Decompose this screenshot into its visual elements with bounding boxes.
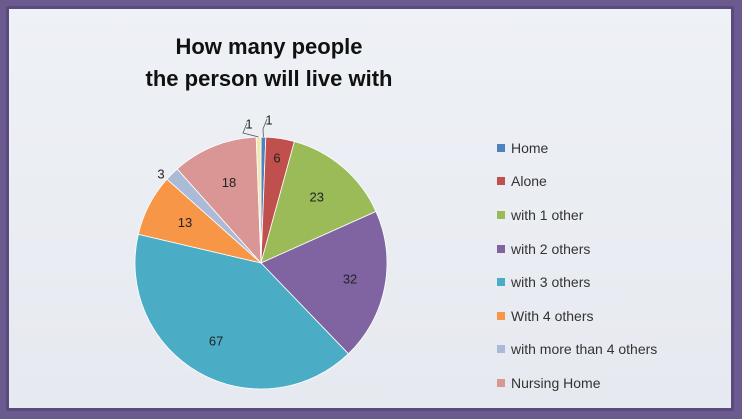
legend-label: With 4 others bbox=[511, 307, 594, 324]
pie-slice bbox=[260, 141, 377, 264]
pie-slice bbox=[255, 136, 262, 264]
data-label: 13 bbox=[178, 215, 192, 230]
leader-line bbox=[242, 122, 259, 138]
legend-label: with 2 others bbox=[511, 240, 591, 257]
data-label: 6 bbox=[273, 150, 280, 165]
legend-item: Nursing Home bbox=[497, 366, 657, 400]
legend-label: with 1 other bbox=[511, 206, 584, 223]
legend-item: with more than 4 others bbox=[497, 333, 657, 367]
legend-swatch bbox=[497, 210, 505, 219]
legend-label: with more than 4 others bbox=[511, 341, 658, 358]
legend-swatch bbox=[497, 143, 505, 152]
legend-swatch bbox=[497, 311, 505, 320]
legend: Home Alone with 1 other with 2 others with 3… bbox=[497, 131, 657, 400]
legend-item: with 1 other bbox=[497, 198, 657, 232]
data-label: 18 bbox=[222, 175, 236, 190]
legend-item: with 2 others bbox=[497, 232, 657, 266]
data-label: 1 bbox=[245, 116, 252, 131]
legend-swatch bbox=[497, 345, 505, 354]
pie-chart: 1 6 23 32 67 13 3 18 1 bbox=[134, 112, 388, 390]
legend-item: With 4 others bbox=[497, 299, 657, 333]
data-label: 3 bbox=[157, 166, 164, 181]
leader-line bbox=[262, 118, 268, 138]
legend-label: Alone bbox=[511, 173, 547, 190]
legend-swatch bbox=[497, 244, 505, 253]
data-label: 23 bbox=[310, 189, 324, 204]
data-label: 67 bbox=[209, 333, 223, 348]
legend-label: Nursing Home bbox=[511, 374, 601, 391]
legend-swatch bbox=[497, 177, 505, 186]
legend-swatch bbox=[497, 278, 505, 287]
legend-item: Alone bbox=[497, 165, 657, 199]
chart-title: How many people the person will live wit… bbox=[9, 31, 529, 95]
pie-slice bbox=[134, 233, 349, 390]
legend-item: Home bbox=[497, 131, 657, 165]
legend-swatch bbox=[497, 378, 505, 387]
chart-title-line-1: How many people bbox=[175, 34, 363, 59]
pie-slice bbox=[260, 210, 388, 355]
data-label: 32 bbox=[343, 272, 357, 287]
legend-label: with 3 others bbox=[511, 274, 591, 291]
legend-label: Home bbox=[511, 139, 549, 156]
data-label: 1 bbox=[265, 112, 272, 127]
pie-slice bbox=[176, 136, 262, 265]
legend-item: with 3 others bbox=[497, 265, 657, 299]
chart-title-line-2: the person will live with bbox=[145, 66, 393, 91]
chart-frame: How many people the person will live wit… bbox=[6, 6, 734, 411]
